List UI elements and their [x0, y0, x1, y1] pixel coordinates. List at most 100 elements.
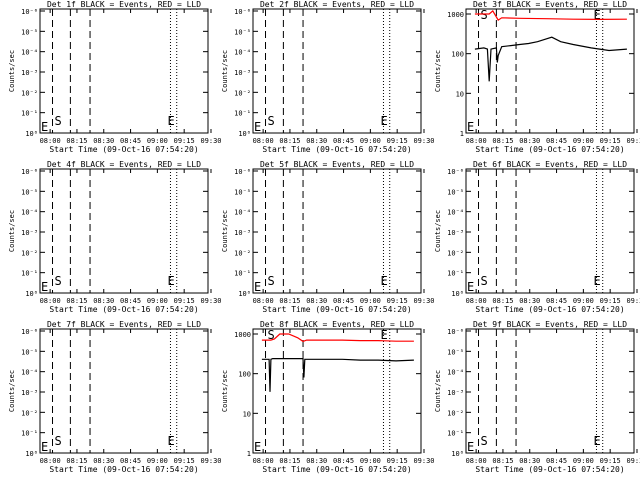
y-tick-label: 10⁰: [25, 130, 38, 138]
series-line-lld: [261, 333, 414, 343]
marker-start-e: E: [41, 120, 48, 134]
marker-s: S: [481, 8, 488, 22]
panel-title: Det 1f BLACK = Events, RED = LLD: [47, 0, 201, 9]
x-tick-label: 09:30: [626, 297, 640, 305]
marker-start-e: E: [467, 280, 474, 294]
y-tick-label: 10⁻¹: [234, 110, 251, 118]
x-tick-label: 08:00: [466, 457, 487, 465]
y-tick-label: 10⁻²: [234, 249, 251, 257]
y-tick-label: 10⁻⁴: [447, 369, 464, 377]
x-axis-label: Start Time (09-Oct-16 07:54:20): [475, 465, 624, 474]
x-tick-label: 09:15: [387, 137, 408, 145]
y-tick-label: 10⁻³: [21, 69, 38, 77]
x-axis-label: Start Time (09-Oct-16 07:54:20): [49, 145, 198, 154]
marker-start-e: E: [41, 280, 48, 294]
y-tick-label: 10⁻⁵: [234, 188, 251, 196]
marker-start-e: E: [254, 440, 261, 454]
x-axis-label: Start Time (09-Oct-16 07:54:20): [49, 465, 198, 474]
y-axis-label: Counts/sec: [221, 50, 229, 92]
y-tick-label: 10⁻¹: [447, 270, 464, 278]
x-tick-label: 09:00: [573, 457, 594, 465]
plot-frame: [39, 8, 209, 134]
x-tick-label: 08:15: [66, 457, 87, 465]
y-axis-label: Counts/sec: [434, 370, 442, 412]
x-tick-label: 08:00: [253, 457, 274, 465]
x-tick-label: 08:15: [66, 137, 87, 145]
plot-frame: [252, 168, 422, 294]
y-tick-label: 10⁻²: [21, 249, 38, 257]
y-tick-label: 1000: [447, 11, 464, 19]
detector-panel: Det 8f BLACK = Events, RED = LLD 08:00 08:…: [221, 320, 435, 474]
x-tick-label: 09:00: [573, 297, 594, 305]
x-tick-label: 09:30: [200, 137, 221, 145]
x-tick-label: 08:00: [253, 137, 274, 145]
x-tick-label: 08:30: [306, 297, 327, 305]
x-tick-label: 08:15: [279, 297, 300, 305]
y-axis-label: Counts/sec: [8, 210, 16, 252]
x-axis-label: Start Time (09-Oct-16 07:54:20): [475, 305, 624, 314]
marker-s: S: [55, 434, 62, 448]
y-tick-label: 10⁻⁴: [447, 209, 464, 217]
marker-e: E: [380, 274, 387, 288]
y-tick-label: 10⁰: [451, 290, 464, 298]
series-line-events: [261, 358, 414, 392]
y-tick-label: 10⁻¹: [21, 270, 38, 278]
x-tick-label: 08:30: [306, 137, 327, 145]
y-tick-label: 10⁻⁵: [447, 348, 464, 356]
marker-start-e: E: [467, 440, 474, 454]
x-tick-label: 09:00: [360, 457, 381, 465]
y-tick-label: 10⁻⁶: [21, 168, 38, 176]
y-axis-label: Counts/sec: [221, 370, 229, 412]
detector-panel: Det 9f BLACK = Events, RED = LLD 08:00 08:…: [434, 320, 640, 474]
x-tick-label: 08:15: [279, 137, 300, 145]
x-tick-label: 08:30: [93, 297, 114, 305]
marker-s: S: [268, 114, 275, 128]
plot-frame: [39, 168, 209, 294]
y-tick-label: 10⁻²: [234, 89, 251, 97]
marker-start-e: E: [467, 120, 474, 134]
y-tick-label: 10⁻³: [234, 69, 251, 77]
detector-panel: Det 7f BLACK = Events, RED = LLD 08:00 08:…: [8, 320, 222, 474]
x-axis-label: Start Time (09-Oct-16 07:54:20): [262, 145, 411, 154]
y-tick-label: 100: [238, 371, 251, 379]
y-tick-label: 10⁻¹: [21, 430, 38, 438]
x-tick-label: 08:30: [519, 137, 540, 145]
x-axis-label: Start Time (09-Oct-16 07:54:20): [475, 145, 624, 154]
marker-e: E: [593, 434, 600, 448]
panel-title: Det 4f BLACK = Events, RED = LLD: [47, 160, 201, 169]
x-tick-label: 09:30: [413, 297, 434, 305]
y-tick-label: 10⁰: [451, 450, 464, 458]
x-tick-label: 08:30: [306, 457, 327, 465]
x-tick-label: 09:15: [600, 457, 621, 465]
marker-start-e: E: [254, 280, 261, 294]
y-tick-label: 10⁻⁶: [234, 8, 251, 16]
x-tick-label: 09:00: [147, 297, 168, 305]
x-tick-label: 09:00: [573, 137, 594, 145]
marker-s: S: [481, 434, 488, 448]
y-tick-label: 10⁰: [25, 450, 38, 458]
panel-title: Det 5f BLACK = Events, RED = LLD: [260, 160, 414, 169]
y-tick-label: 10⁻⁵: [234, 28, 251, 36]
x-tick-label: 08:30: [93, 137, 114, 145]
marker-e: E: [167, 114, 174, 128]
marker-e: E: [167, 274, 174, 288]
marker-e: E: [380, 114, 387, 128]
y-tick-label: 10⁻⁵: [21, 28, 38, 36]
x-tick-label: 09:15: [600, 297, 621, 305]
marker-e: E: [593, 274, 600, 288]
x-tick-label: 08:45: [333, 297, 354, 305]
y-tick-label: 10⁻³: [21, 229, 38, 237]
y-tick-label: 10⁻²: [21, 89, 38, 97]
x-tick-label: 08:00: [40, 297, 61, 305]
plot-frame: [465, 168, 635, 294]
x-tick-label: 08:00: [466, 297, 487, 305]
y-tick-label: 10: [243, 410, 251, 418]
y-tick-label: 10⁻⁵: [447, 188, 464, 196]
panel-title: Det 6f BLACK = Events, RED = LLD: [473, 160, 627, 169]
x-tick-label: 08:30: [519, 297, 540, 305]
x-tick-label: 09:15: [174, 297, 195, 305]
x-tick-label: 08:00: [40, 137, 61, 145]
x-tick-label: 09:00: [147, 137, 168, 145]
y-tick-label: 10⁻⁶: [21, 328, 38, 336]
plot-frame: [465, 8, 635, 134]
